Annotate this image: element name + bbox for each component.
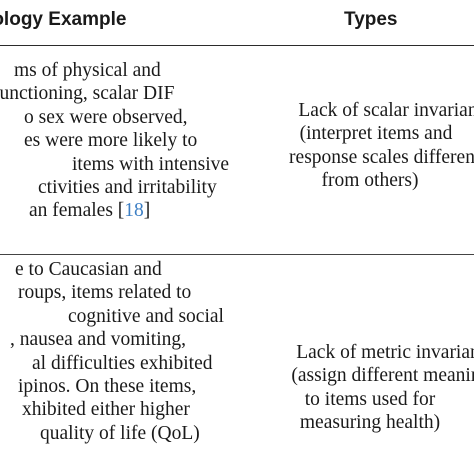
row1-example-line: functioning, scalar DIF <box>0 83 175 105</box>
row1-type-line: (interpret items and <box>299 123 453 145</box>
row2-example-cell: e to Caucasian and roups, items related … <box>0 258 230 445</box>
row1-example-line: o sex were observed, <box>24 106 188 128</box>
row1-example-cell: ms of physical and functioning, scalar D… <box>0 59 230 223</box>
row1-type-line: Lack of scalar invarian <box>298 100 474 121</box>
citation-link[interactable]: 18 <box>124 200 144 222</box>
row1-example-line-with-ref: an females [18] <box>29 199 259 222</box>
row2-example-line: e to Caucasian and <box>15 259 162 280</box>
row1-example-line: es were more likely to <box>24 130 198 152</box>
row2-example-line: xhibited either higher <box>22 399 190 421</box>
row2-type-line: measuring health) <box>299 412 441 434</box>
row2-example-line: quality of life (QoL) <box>40 422 200 444</box>
column-header-types: Types <box>344 9 398 30</box>
row1-type-line: response scales differen <box>289 146 474 168</box>
row-divider <box>0 254 474 255</box>
row2-example-line: ipinos. On these items, <box>18 376 197 398</box>
row1-example-line: ctivities and irritability <box>38 177 217 199</box>
row2-type-line: to items used for <box>304 388 436 410</box>
citation-bracket: ] <box>143 200 151 222</box>
row2-type-line: (assign different meanin <box>291 365 474 387</box>
table-header: tology Example Types <box>0 0 474 44</box>
row1-types-cell: Lack of scalar invarian (interpret items… <box>240 99 474 193</box>
row2-example-line: al difficulties exhibited <box>32 352 213 374</box>
column-header-example: tology Example <box>0 9 127 30</box>
row2-type-line: Lack of metric invarian <box>296 342 474 363</box>
row2-types-cell: Lack of metric invarian (assign differen… <box>240 341 474 435</box>
row1-type-line: from others) <box>321 170 419 192</box>
row1-example-text: an females [ <box>29 200 125 222</box>
row2-example-line: , nausea and vomiting, <box>10 329 187 351</box>
header-rule <box>0 45 474 46</box>
row1-example-line: items with intensive <box>72 153 230 175</box>
row1-example-line: ms of physical and <box>14 60 161 81</box>
row2-example-line: cognitive and social <box>68 305 224 327</box>
row2-example-line: roups, items related to <box>18 282 192 304</box>
